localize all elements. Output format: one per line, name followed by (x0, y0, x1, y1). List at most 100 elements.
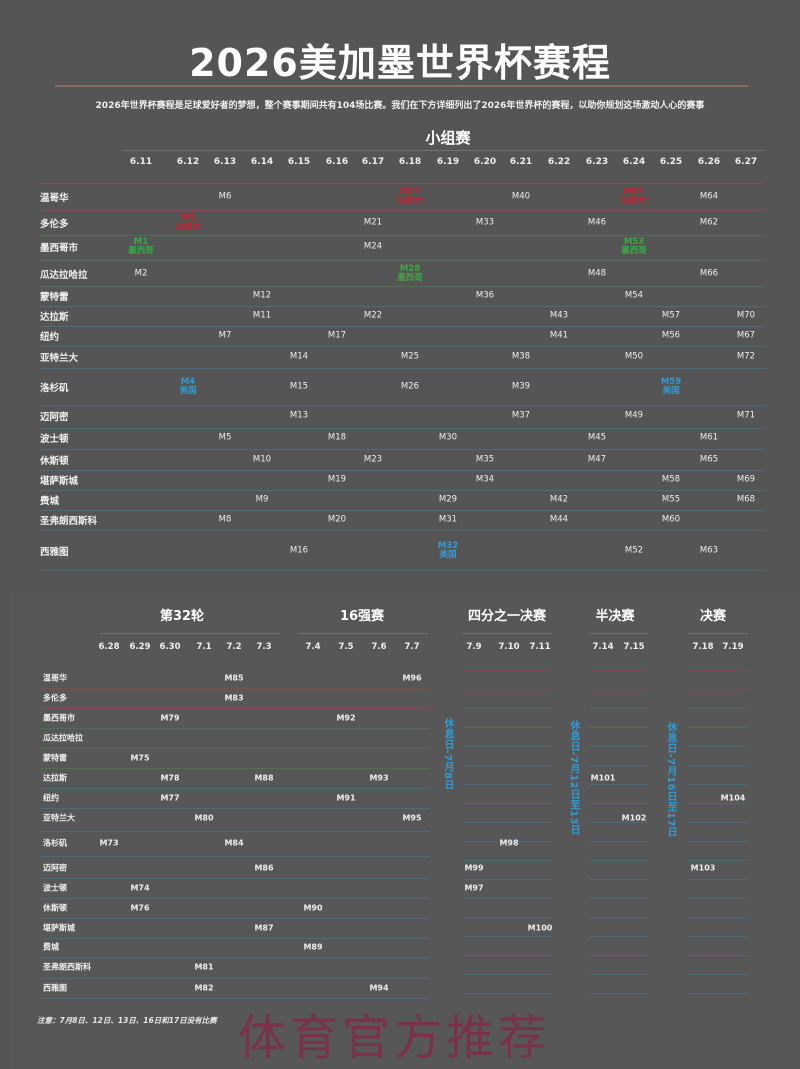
match-id: M49 (624, 410, 644, 421)
date-header: 7.9 (466, 642, 482, 652)
date-header: 6.29 (129, 642, 151, 652)
match-id: M58 (661, 474, 681, 485)
city-label: 西雅图 (40, 547, 69, 558)
match-id: M46 (587, 217, 607, 228)
host-team: 加拿大 (175, 222, 201, 232)
date-header: 7.10 (498, 642, 520, 652)
column-separator (463, 974, 552, 975)
match-id: M39 (511, 381, 531, 392)
match-label: M42 (549, 494, 569, 505)
match-label: M23 (364, 455, 382, 465)
date-header: 6.25 (659, 157, 683, 167)
match-label: M27 加拿大 (397, 188, 423, 206)
match-id: M6 (218, 191, 232, 202)
match-id: M2 (134, 268, 148, 279)
match-label: M34 (475, 474, 495, 485)
city-label: 波士顿 (40, 434, 69, 445)
column-separator (590, 765, 648, 766)
row-separator (40, 918, 430, 919)
round-heading: 半决赛 (595, 609, 635, 624)
column-separator (463, 746, 552, 747)
rest-day-label: 休息日-7月16日至17日 (665, 722, 676, 838)
watermark-stamp: 体育官方推荐 (238, 1010, 551, 1066)
match-id: M1 (133, 237, 149, 247)
column-separator (590, 803, 648, 804)
match-label: M2 (134, 268, 148, 279)
match-label: M35 (476, 455, 494, 465)
match-label: M19 (328, 475, 346, 485)
match-id: M3 (180, 213, 196, 223)
match-label: M26 (400, 381, 420, 392)
row-separator (40, 957, 430, 958)
column-separator (590, 841, 648, 842)
column-separator (688, 689, 748, 690)
row-separator (40, 470, 765, 471)
match-id: M53 (623, 237, 645, 247)
match-label: M54 (625, 291, 643, 301)
city-label: 瓜达拉哈拉 (43, 733, 83, 743)
date-header: 7.6 (371, 642, 387, 652)
column-separator (463, 955, 552, 956)
match-label: M101 (590, 773, 616, 783)
column-separator (688, 765, 748, 766)
match-label: M3 加拿大 (175, 214, 201, 232)
match-label: M85 (224, 673, 244, 683)
match-id: M43 (549, 310, 569, 321)
match-id: M57 (661, 310, 681, 321)
match-id: M22 (363, 310, 383, 321)
row-separator (40, 286, 765, 287)
match-id: M7 (218, 330, 232, 341)
match-label: M17 (327, 330, 347, 341)
match-label: M44 (549, 514, 569, 525)
row-separator (40, 728, 430, 729)
match-label: M30 (439, 433, 457, 443)
row-separator (40, 855, 430, 857)
match-label: M58 (661, 474, 681, 485)
match-id: M70 (736, 310, 756, 321)
column-separator (688, 670, 748, 671)
match-label: M43 (549, 310, 569, 321)
match-label: M61 (700, 433, 718, 443)
column-separator (590, 746, 648, 747)
match-label: M31 (439, 515, 457, 525)
column-separator (463, 822, 552, 823)
city-label: 圣弗朗西斯科 (40, 516, 98, 527)
match-label: M59 美国 (661, 378, 681, 396)
match-label: M95 (402, 813, 422, 823)
match-label: M86 (254, 863, 274, 873)
match-label: M70 (736, 310, 756, 321)
match-label: M69 (737, 475, 755, 485)
match-id: M26 (400, 381, 420, 392)
match-id: M34 (475, 474, 495, 485)
column-separator (688, 898, 748, 899)
row-separator (40, 878, 430, 879)
match-id: M40 (511, 191, 531, 202)
match-id: M42 (549, 494, 569, 505)
match-id: M60 (661, 514, 681, 525)
match-id: M17 (327, 330, 347, 341)
date-header: 7.4 (305, 642, 321, 652)
date-header: 6.11 (129, 157, 153, 167)
match-label: M15 (289, 381, 309, 392)
match-label: M103 (690, 863, 716, 873)
match-label: M98 (499, 838, 519, 848)
row-separator (40, 937, 430, 939)
round-heading: 决赛 (699, 609, 727, 624)
match-label: M13 (290, 411, 308, 421)
host-team: 美国 (662, 386, 680, 396)
match-label: M65 (700, 455, 718, 465)
row-separator (40, 570, 765, 571)
row-separator (40, 788, 430, 789)
match-id: M44 (549, 514, 569, 525)
date-header: 7.2 (226, 642, 242, 652)
date-header: 6.21 (509, 157, 533, 167)
match-id: M15 (289, 381, 309, 392)
page-subtitle: 2026年世界杯赛程是足球爱好者的梦想，整个赛事期间共有104场比赛。我们在下方… (95, 101, 705, 111)
match-label: M20 (328, 515, 346, 525)
city-label: 费城 (43, 942, 59, 952)
column-separator (590, 727, 648, 728)
match-label: M39 (511, 381, 531, 392)
date-header: 7.14 (592, 642, 614, 652)
column-separator (688, 708, 748, 709)
city-label: 费城 (40, 496, 60, 507)
